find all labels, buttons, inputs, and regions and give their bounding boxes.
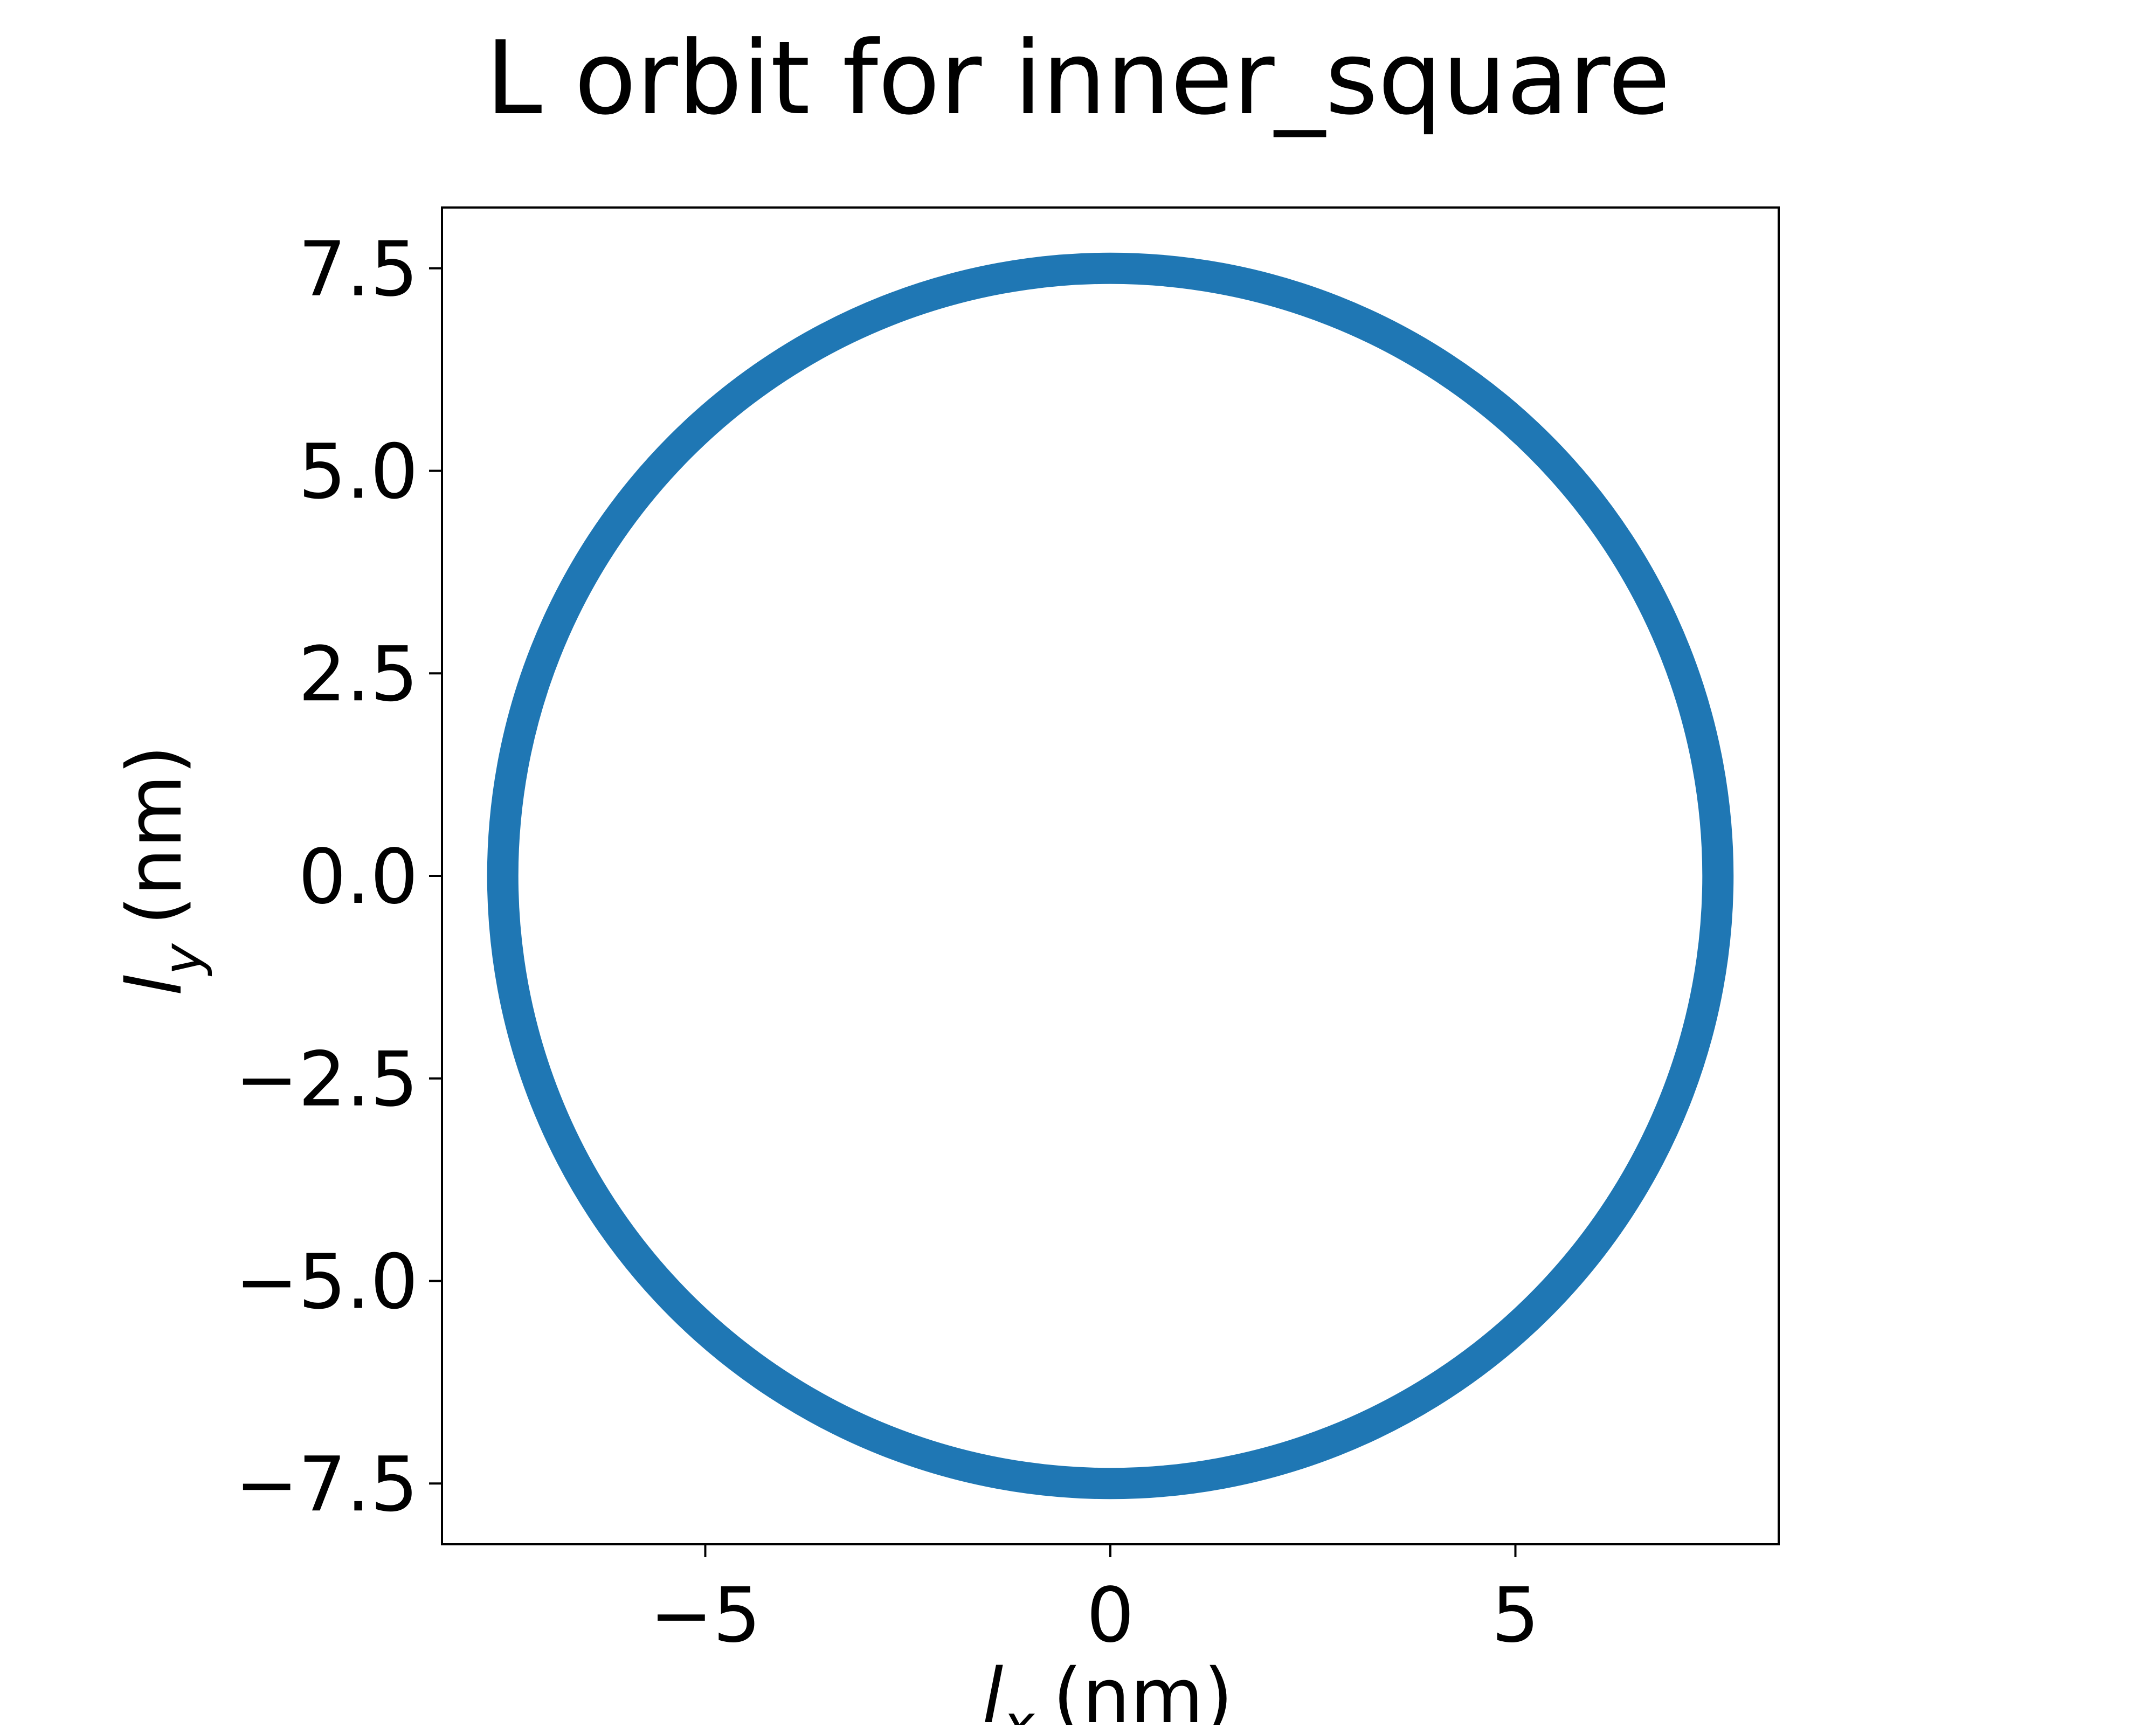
y-axis-label-unit: (nm) xyxy=(111,745,199,925)
x-axis-ticks: −5 0 5 xyxy=(649,1544,1539,1660)
x-axis-label-subscript: x xyxy=(1001,1694,1035,1725)
x-axis-label-variable: l xyxy=(982,1653,1003,1725)
y-axis-label-variable: l xyxy=(111,975,199,996)
y-tick-label: 0.0 xyxy=(298,833,418,921)
y-axis-label: ly (nm) xyxy=(111,745,214,996)
y-tick-label: 2.5 xyxy=(298,631,418,719)
x-tick-label: 0 xyxy=(1086,1572,1134,1660)
x-tick-label: 5 xyxy=(1491,1572,1539,1660)
y-tick-label: −2.5 xyxy=(235,1036,418,1124)
x-axis-label: lx (nm) xyxy=(982,1653,1233,1725)
y-axis-ticks: −7.5 −5.0 −2.5 0.0 2.5 5.0 7.5 xyxy=(235,226,442,1529)
y-tick-label: 7.5 xyxy=(298,226,418,314)
x-tick-label: −5 xyxy=(649,1572,761,1660)
y-axis-label-subscript: y xyxy=(153,943,214,977)
y-tick-label: −5.0 xyxy=(235,1239,418,1327)
x-axis-label-unit: (nm) xyxy=(1053,1653,1233,1725)
chart-title: L orbit for inner_square xyxy=(486,19,1670,137)
y-tick-label: −7.5 xyxy=(235,1441,418,1529)
orbit-series-0 xyxy=(487,252,1734,1500)
y-tick-label: 5.0 xyxy=(298,428,418,516)
